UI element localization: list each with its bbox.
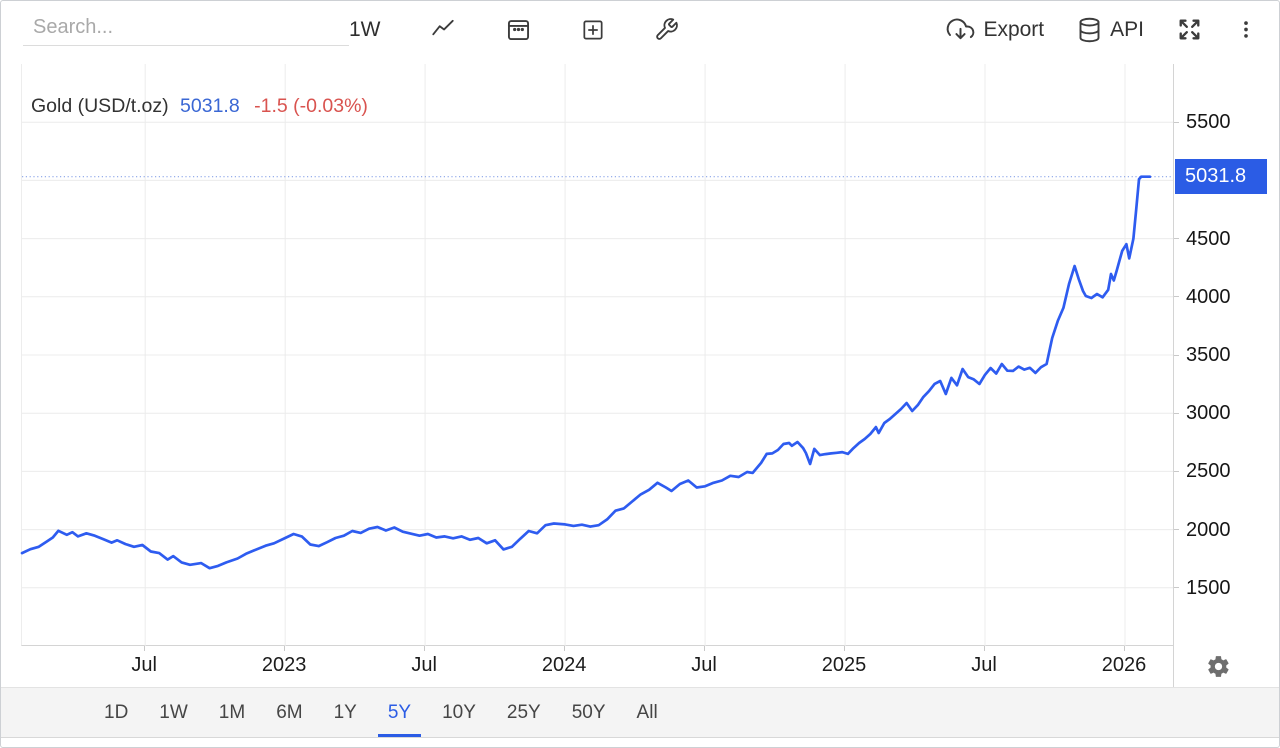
price-axis-label: 5500 bbox=[1186, 111, 1231, 134]
kebab-menu-icon bbox=[1235, 16, 1257, 43]
price-axis-label: 3500 bbox=[1186, 344, 1231, 366]
search-box bbox=[23, 14, 349, 46]
price-axis-tick bbox=[1174, 470, 1179, 472]
price-axis-tick bbox=[1174, 412, 1179, 414]
fullscreen-icon bbox=[1176, 16, 1203, 43]
chart-settings-gear-icon[interactable] bbox=[1206, 654, 1231, 679]
wrench-icon bbox=[654, 17, 679, 42]
time-axis-tick bbox=[843, 646, 845, 651]
price-axis-label: 4500 bbox=[1186, 227, 1231, 250]
range-button-50y[interactable]: 50Y bbox=[571, 701, 606, 723]
interval-selector[interactable]: 1W bbox=[349, 18, 381, 42]
price-axis-tick bbox=[1174, 121, 1179, 123]
time-axis-tick bbox=[1123, 646, 1125, 651]
api-button[interactable]: API bbox=[1076, 16, 1144, 44]
range-button-25y[interactable]: 25Y bbox=[506, 701, 541, 723]
tools-button[interactable] bbox=[654, 17, 679, 42]
line-chart-icon bbox=[429, 17, 457, 43]
time-axis-label: Jul bbox=[971, 654, 997, 676]
search-input[interactable] bbox=[23, 14, 349, 46]
interval-label: 1W bbox=[349, 17, 381, 41]
price-axis-tick bbox=[1174, 354, 1179, 356]
time-axis-label: 2023 bbox=[261, 654, 307, 676]
instrument-name: Gold (USD/t.oz) bbox=[31, 95, 169, 117]
range-button-5y[interactable]: 5Y bbox=[377, 688, 422, 737]
export-button[interactable]: Export bbox=[945, 16, 1044, 44]
range-button-all[interactable]: All bbox=[636, 701, 658, 723]
range-button-1y[interactable]: 1Y bbox=[333, 701, 357, 723]
price-axis-tick bbox=[1174, 587, 1179, 589]
time-axis-tick bbox=[283, 646, 285, 651]
toolbar: 1W bbox=[1, 1, 1279, 58]
more-menu-button[interactable] bbox=[1235, 16, 1257, 43]
price-axis-tick bbox=[1174, 296, 1179, 298]
price-axis-label: 2000 bbox=[1186, 518, 1231, 541]
time-axis-tick bbox=[423, 646, 425, 651]
plus-square-icon bbox=[580, 17, 606, 43]
last-price-label: 5031.8 bbox=[1175, 159, 1267, 195]
time-axis-label: Jul bbox=[691, 654, 717, 676]
price-axis-label: 3000 bbox=[1186, 402, 1231, 425]
api-label: API bbox=[1110, 17, 1144, 41]
fullscreen-button[interactable] bbox=[1176, 16, 1203, 43]
range-button-1d[interactable]: 1D bbox=[104, 701, 129, 723]
range-button-6m[interactable]: 6M bbox=[276, 701, 303, 723]
time-axis-label: 2024 bbox=[541, 654, 587, 676]
export-label: Export bbox=[983, 17, 1045, 41]
range-bar: 1D 1W 1M 6M 1Y 5Y 10Y 25Y 50Y All bbox=[1, 687, 1279, 738]
price-axis-label: 4000 bbox=[1186, 285, 1231, 308]
price-axis-tick bbox=[1174, 238, 1179, 240]
time-axis[interactable]: Jul 2023 Jul 2024 Jul 2025 Jul 2026 bbox=[21, 646, 1173, 687]
calendar-button[interactable] bbox=[505, 16, 532, 43]
time-axis-label: Jul bbox=[131, 654, 157, 676]
calendar-icon bbox=[505, 16, 532, 43]
axis-corner bbox=[1173, 646, 1279, 687]
instrument-price: 5031.8 bbox=[180, 95, 240, 117]
price-axis-label: 1500 bbox=[1186, 576, 1231, 599]
price-scale[interactable]: 5031.8 5500 4500 4000 3500 3000 2500 2000 1500 bbox=[1173, 64, 1279, 646]
time-axis-label: 2025 bbox=[821, 654, 867, 676]
time-axis-tick bbox=[983, 646, 985, 651]
price-axis-label: 2500 bbox=[1186, 460, 1231, 483]
time-axis-tick bbox=[143, 646, 145, 651]
export-cloud-icon bbox=[945, 16, 976, 44]
chart-legend: Gold (USD/t.oz) 5031.8 -1.5 (-0.03%) bbox=[31, 95, 368, 118]
range-items: 1D 1W 1M 6M 1Y 5Y 10Y 25Y 50Y All bbox=[101, 688, 661, 737]
add-comparison-button[interactable] bbox=[580, 17, 606, 43]
chart-plot-area[interactable] bbox=[20, 64, 1174, 646]
time-axis-label: 2026 bbox=[1101, 654, 1147, 676]
database-icon bbox=[1076, 16, 1103, 44]
range-button-1w[interactable]: 1W bbox=[159, 701, 188, 723]
time-axis-tick bbox=[563, 646, 565, 651]
instrument-change: -1.5 (-0.03%) bbox=[254, 95, 368, 117]
range-button-1m[interactable]: 1M bbox=[218, 701, 246, 723]
plot-svg bbox=[20, 64, 1174, 646]
range-button-10y[interactable]: 10Y bbox=[442, 701, 476, 723]
price-line-series bbox=[20, 175, 1152, 570]
time-axis-tick bbox=[703, 646, 705, 651]
price-axis-tick bbox=[1174, 529, 1179, 531]
time-axis-label: Jul bbox=[411, 654, 437, 676]
chart-type-button[interactable] bbox=[429, 17, 457, 43]
